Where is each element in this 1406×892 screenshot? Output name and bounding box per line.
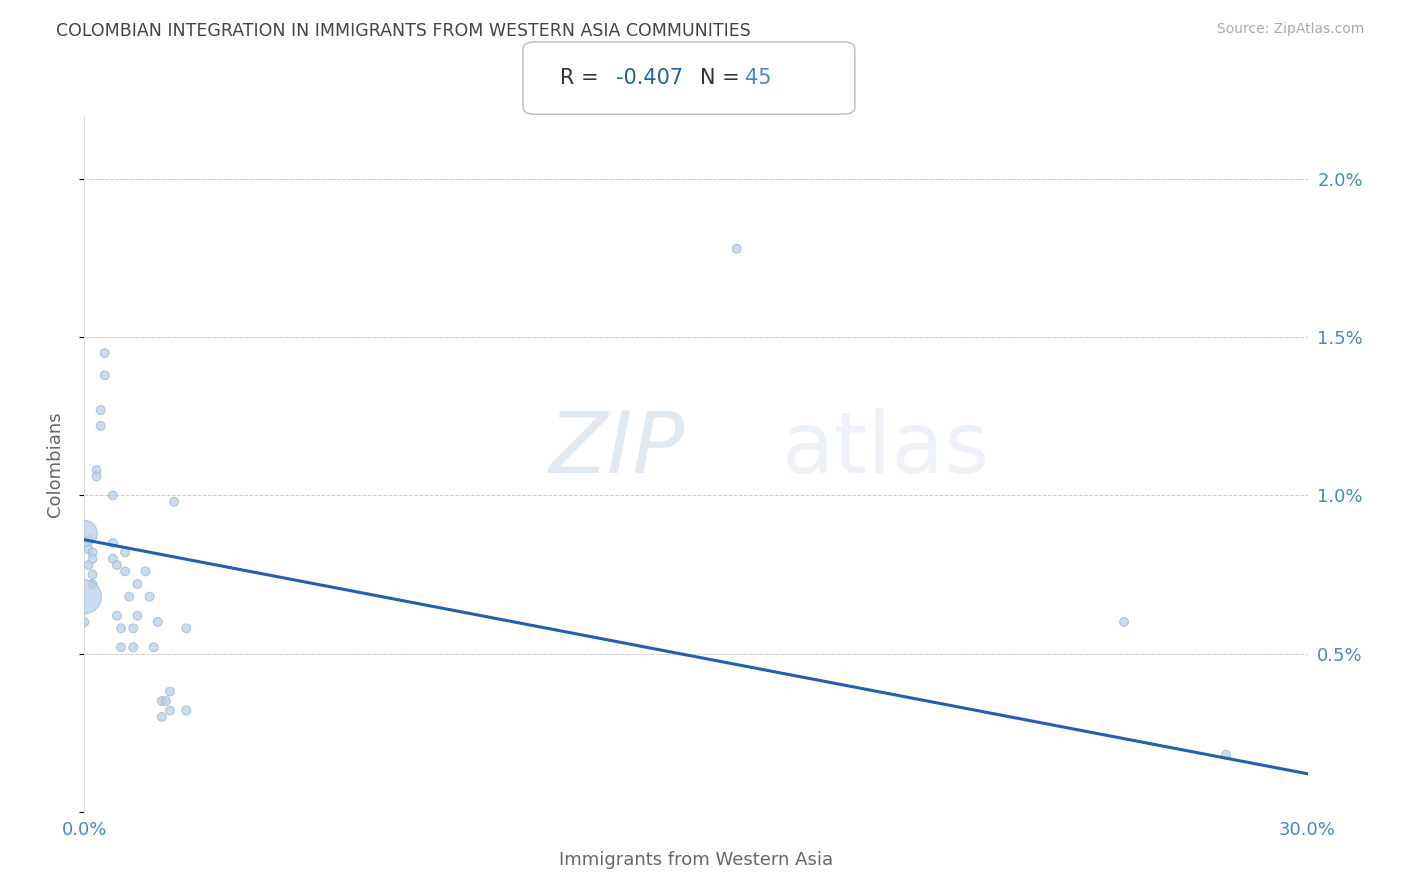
Point [135, 565, 157, 579]
Point [82, 551, 104, 566]
Point [122, 640, 145, 655]
Point [159, 704, 181, 718]
Point [150, 694, 173, 708]
Text: Source: ZipAtlas.com: Source: ZipAtlas.com [1216, 22, 1364, 37]
Point [86, 463, 108, 477]
Text: 45: 45 [745, 68, 772, 88]
Point [725, 242, 748, 256]
Point [176, 621, 198, 635]
Point [110, 640, 132, 655]
Point [105, 608, 128, 623]
Y-axis label: Colombians: Colombians [45, 411, 63, 516]
Point [1114, 615, 1136, 629]
Point [82, 567, 104, 582]
Point [90, 418, 112, 433]
Point [114, 545, 136, 559]
Point [101, 488, 124, 502]
Point [122, 621, 145, 635]
Point [101, 551, 124, 566]
Point [82, 545, 104, 559]
X-axis label: Immigrants from Western Asia: Immigrants from Western Asia [560, 851, 832, 869]
Point [73, 615, 96, 629]
Point [101, 536, 124, 550]
Point [77, 542, 100, 557]
Point [155, 694, 177, 708]
Text: R =: R = [560, 68, 605, 88]
Text: -0.407: -0.407 [616, 68, 683, 88]
Text: atlas: atlas [782, 409, 990, 491]
Point [110, 621, 132, 635]
Point [127, 577, 149, 591]
Point [146, 615, 169, 629]
Point [118, 590, 141, 604]
Text: ZIP: ZIP [550, 409, 686, 491]
Point [93, 346, 117, 360]
Point [176, 704, 198, 718]
Point [90, 403, 112, 417]
Point [105, 558, 128, 572]
Point [138, 590, 160, 604]
Point [73, 590, 96, 604]
Point [86, 469, 108, 483]
Point [1215, 747, 1237, 762]
Point [82, 577, 104, 591]
Point [77, 558, 100, 572]
Text: N =: N = [700, 68, 747, 88]
Point [159, 684, 181, 698]
Point [150, 710, 173, 724]
Point [77, 533, 100, 547]
Point [114, 565, 136, 579]
Point [127, 608, 149, 623]
Text: COLOMBIAN INTEGRATION IN IMMIGRANTS FROM WESTERN ASIA COMMUNITIES: COLOMBIAN INTEGRATION IN IMMIGRANTS FROM… [56, 22, 751, 40]
Point [142, 640, 165, 655]
Point [73, 526, 96, 541]
Point [93, 368, 117, 383]
Point [163, 495, 186, 509]
